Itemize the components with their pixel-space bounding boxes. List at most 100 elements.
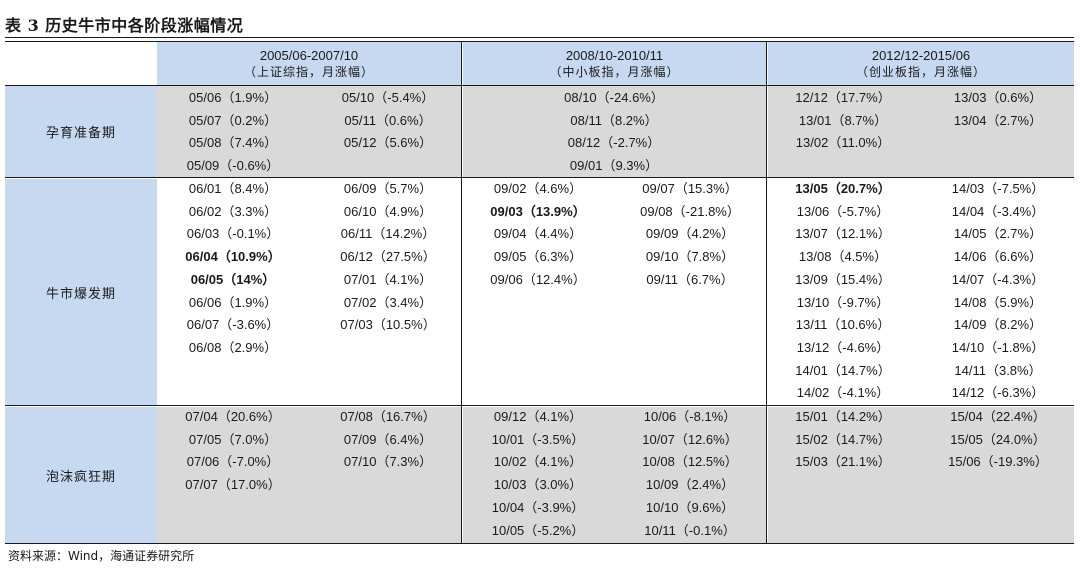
table-cell: 09/04（4.4%） bbox=[493, 226, 583, 242]
period-range: 2008/10-2010/11 bbox=[565, 48, 664, 63]
table-cell: 13/03（0.6%） bbox=[953, 90, 1043, 105]
header-period-2: 2008/10-2010/11 （中小板指，月涨幅） bbox=[463, 42, 766, 85]
table-cell: 10/08（12.5%） bbox=[642, 454, 738, 470]
block-s0-p2 bbox=[768, 86, 1074, 177]
table-cell: 15/02（14.7%） bbox=[795, 431, 891, 447]
rally-table: 2005/06-2007/10 （上证综指，月涨幅） 2008/10-2010/… bbox=[5, 41, 1074, 544]
block-s0-p1 bbox=[463, 86, 766, 177]
block-s2-p0 bbox=[157, 407, 461, 543]
table-cell: 07/05（7.0%） bbox=[188, 431, 278, 447]
table-cell: 05/11（0.6%） bbox=[344, 112, 432, 128]
table-cell: 10/06（-8.1%） bbox=[643, 409, 737, 424]
block-s1-p2 bbox=[768, 179, 1074, 405]
table-cell: 14/05（2.7%） bbox=[953, 226, 1043, 242]
table-cell: 12/12（17.7%） bbox=[795, 90, 891, 105]
table-cell: 13/07（12.1%） bbox=[795, 226, 891, 242]
block-s0-p0 bbox=[157, 86, 461, 177]
table-cell: 09/08（-21.8%） bbox=[640, 203, 740, 219]
table-cell: 05/08（7.4%） bbox=[188, 135, 278, 151]
table-cell: 05/12（5.6%） bbox=[343, 135, 433, 151]
block-s2-p2 bbox=[768, 407, 1074, 543]
table-cell: 10/01（-3.5%） bbox=[491, 431, 585, 447]
table-cell: 06/10（4.9%） bbox=[343, 203, 433, 219]
period-range: 2012/12-2015/06 bbox=[871, 48, 971, 63]
table-cell: 08/11（8.2%） bbox=[570, 112, 658, 128]
block-s2-p1 bbox=[463, 407, 766, 543]
header-period-3: 2012/12-2015/06 （创业板指，月涨幅） bbox=[768, 42, 1074, 85]
table-cell: 07/08（16.7%） bbox=[340, 409, 436, 424]
table-cell: 06/07（-3.6%） bbox=[186, 317, 280, 333]
table-cell: 06/09（5.7%） bbox=[343, 181, 433, 196]
table-cell: 07/06（-7.0%） bbox=[186, 454, 280, 470]
table-cell: 14/12（-6.3%） bbox=[951, 385, 1045, 401]
table-cell: 13/12（-4.6%） bbox=[796, 339, 890, 355]
table-cell: 09/05（6.3%） bbox=[493, 249, 583, 265]
table-cell: 09/07（15.3%） bbox=[642, 181, 738, 196]
period-divider-2 bbox=[766, 42, 767, 543]
table-cell: 13/04（2.7%） bbox=[953, 112, 1043, 128]
period-range: 2005/06-2007/10 bbox=[259, 48, 359, 63]
table-cell: 13/02（11.0%） bbox=[795, 135, 891, 151]
table-cell: 10/10（9.6%） bbox=[645, 499, 735, 515]
table-cell: 06/06（1.9%） bbox=[188, 294, 278, 310]
period-index: （中小板指，月涨幅） bbox=[549, 65, 680, 79]
table-cell: 06/01（8.4%） bbox=[188, 181, 278, 196]
stage-label-bubble: 泡沫疯狂期 bbox=[5, 407, 157, 543]
stage-rule-1 bbox=[5, 177, 1074, 178]
period-divider-1 bbox=[461, 42, 462, 543]
table-cell: 07/09（6.4%） bbox=[343, 431, 433, 447]
table-cell: 15/01（14.2%） bbox=[795, 409, 891, 424]
table-cell: 08/12（-2.7%） bbox=[567, 135, 661, 151]
table-cell: 06/08（2.9%） bbox=[188, 339, 278, 355]
table-cell: 14/09（8.2%） bbox=[953, 317, 1043, 333]
header-period-1: 2005/06-2007/10 （上证综指，月涨幅） bbox=[157, 42, 461, 85]
table-cell: 07/02（3.4%） bbox=[343, 294, 433, 310]
table-cell: 09/12（4.1%） bbox=[493, 409, 583, 424]
table-cell: 13/10（-9.7%） bbox=[796, 294, 890, 310]
table-cell: 14/10（-1.8%） bbox=[951, 339, 1045, 355]
table-cell: 13/06（-5.7%） bbox=[796, 203, 890, 219]
table-cell: 07/10（7.3%） bbox=[343, 454, 433, 470]
table-cell: 09/01（9.3%） bbox=[569, 158, 659, 174]
table-cell: 13/05（20.7%） bbox=[795, 181, 891, 196]
stage-label-prep: 孕育准备期 bbox=[5, 86, 157, 177]
table-cell: 10/11（-0.1%） bbox=[644, 522, 736, 538]
table-cell: 06/02（3.3%） bbox=[188, 203, 278, 219]
table-cell: 05/07（0.2%） bbox=[188, 112, 278, 128]
table-cell: 14/04（-3.4%） bbox=[951, 203, 1045, 219]
table-cell: 15/06（-19.3%） bbox=[948, 454, 1048, 470]
period-index: （创业板指，月涨幅） bbox=[855, 65, 986, 79]
table-cell: 10/02（4.1%） bbox=[493, 454, 583, 470]
table-cell: 10/09（2.4%） bbox=[645, 477, 735, 493]
table-cell: 09/02（4.6%） bbox=[493, 181, 583, 196]
table-cell: 09/06（12.4%） bbox=[490, 271, 586, 287]
table-cell: 14/02（-4.1%） bbox=[796, 385, 890, 401]
table-cell: 10/07（12.6%） bbox=[642, 431, 738, 447]
table-cell: 07/04（20.6%） bbox=[185, 409, 281, 424]
table-cell: 13/01（8.7%） bbox=[798, 112, 888, 128]
table-cell: 14/07（-4.3%） bbox=[951, 271, 1045, 287]
stage-label-boom: 牛市爆发期 bbox=[5, 179, 157, 405]
table-cell: 09/10（7.8%） bbox=[645, 249, 735, 265]
table-cell: 14/08（5.9%） bbox=[953, 294, 1043, 310]
period-index: （上证综指，月涨幅） bbox=[243, 65, 374, 79]
table-cell: 13/08（4.5%） bbox=[798, 249, 888, 265]
block-s1-p1 bbox=[463, 179, 766, 405]
table-cell: 05/06（1.9%） bbox=[188, 90, 278, 105]
table-cell: 14/11（3.8%） bbox=[954, 362, 1042, 378]
table-cell: 14/01（14.7%） bbox=[795, 362, 891, 378]
title-rule bbox=[5, 37, 1074, 38]
table-cell: 10/05（-5.2%） bbox=[491, 522, 585, 538]
table-cell: 06/04（10.9%） bbox=[185, 249, 281, 265]
table-cell: 09/11（6.7%） bbox=[646, 271, 734, 287]
table-cell: 07/03（10.5%） bbox=[340, 317, 436, 333]
table-cell: 13/11（10.6%） bbox=[795, 317, 891, 333]
table-cell: 05/09（-0.6%） bbox=[186, 158, 280, 174]
table-cell: 07/01（4.1%） bbox=[343, 271, 433, 287]
block-s1-p0 bbox=[157, 179, 461, 405]
table-cell: 13/09（15.4%） bbox=[795, 271, 891, 287]
header-rule bbox=[5, 85, 1074, 86]
source-note: 资料来源：Wind，海通证券研究所 bbox=[8, 549, 195, 563]
table-cell: 14/06（6.6%） bbox=[953, 249, 1043, 265]
table-cell: 14/03（-7.5%） bbox=[951, 181, 1045, 196]
